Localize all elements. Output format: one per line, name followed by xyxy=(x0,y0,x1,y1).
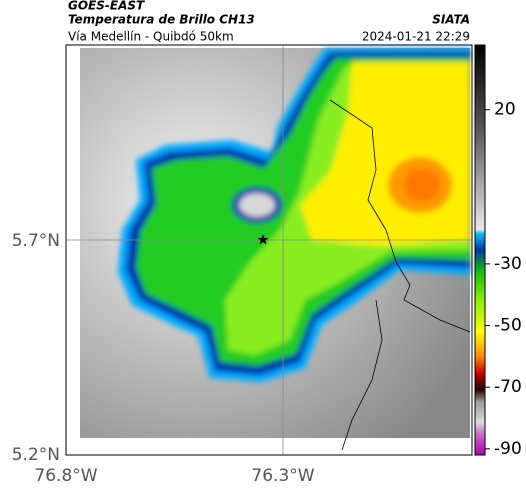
source: SIATA xyxy=(432,13,470,27)
colorbar-tick-label: 20 xyxy=(494,100,516,120)
colorbar-tick-label: -90 xyxy=(494,439,522,459)
product: Temperatura de Brillo CH13 xyxy=(68,13,255,27)
lat-label: 5.7°N xyxy=(12,231,60,251)
datetime: 2024-01-21 22:29 xyxy=(362,30,470,44)
lon-label: 76.3°W xyxy=(251,466,314,486)
region: Vía Medellín - Quibdó 50km xyxy=(68,30,234,44)
lon-label: 76.8°W xyxy=(34,466,97,486)
satellite: GOES-EAST xyxy=(68,0,145,13)
colorbar-tick-label: -30 xyxy=(494,254,522,274)
lat-label: 5.2°N xyxy=(12,445,60,465)
map xyxy=(65,44,473,456)
colorbar: 20 -30 -50 -70 -90 xyxy=(474,44,522,459)
colorbar-tick-label: -50 xyxy=(494,316,522,336)
colorbar-tick-label: -70 xyxy=(494,377,522,397)
